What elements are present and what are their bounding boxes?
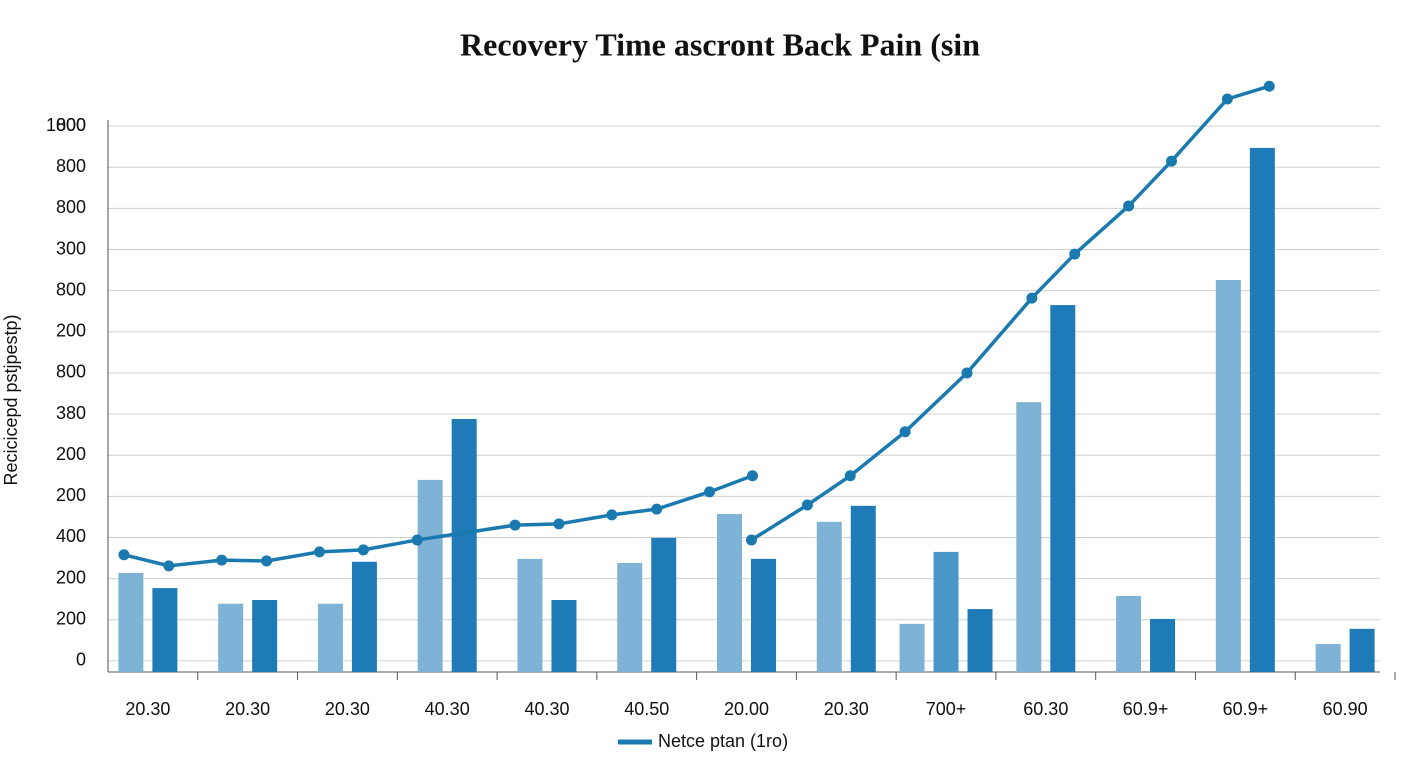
- y-tick-label: 200: [56, 321, 86, 341]
- line-point: [651, 503, 663, 515]
- y-tick-label: 200: [56, 609, 86, 629]
- line-point: [313, 546, 325, 558]
- bar: [218, 603, 244, 672]
- y-tick-label: 800: [56, 156, 86, 176]
- line-point: [1166, 155, 1178, 167]
- bar: [551, 600, 577, 672]
- bar: [899, 623, 925, 672]
- bar: [651, 537, 677, 672]
- x-tick-label: 20.00: [724, 699, 769, 719]
- bar: [967, 609, 993, 672]
- x-tick-label: 60.9+: [1223, 699, 1269, 719]
- line-point: [606, 509, 618, 521]
- line: [750, 84, 1270, 542]
- y-tick-label: 380: [56, 403, 86, 423]
- y-tick-label: 800: [56, 115, 86, 135]
- bar: [252, 600, 278, 672]
- line-point: [801, 499, 813, 511]
- x-tick-label: 20.30: [225, 699, 270, 719]
- y-tick-label: 400: [56, 526, 86, 546]
- line-point: [1263, 80, 1275, 92]
- y-tick-label: 800: [56, 279, 86, 299]
- bar: [1116, 595, 1142, 672]
- x-tick-label: 60.30: [1023, 699, 1068, 719]
- line-point: [1221, 93, 1233, 105]
- y-tick-label: 300: [56, 238, 86, 258]
- y-tick-label: 200: [56, 567, 86, 587]
- line-point: [118, 549, 130, 561]
- bar: [1016, 402, 1042, 672]
- line-point: [1026, 292, 1038, 304]
- line-point: [899, 426, 911, 438]
- y-tick-label: 200: [56, 444, 86, 464]
- bar: [1249, 147, 1275, 672]
- bar: [152, 588, 178, 672]
- bar: [717, 514, 742, 672]
- bar: [1050, 305, 1076, 672]
- line-point: [509, 519, 521, 531]
- x-tick-label: 60.90: [1323, 699, 1368, 719]
- line-point: [1123, 200, 1135, 212]
- bar: [1315, 644, 1341, 672]
- bar: [317, 603, 343, 672]
- y-tick-label: 800: [56, 362, 86, 382]
- y-tick-label: 1000: [46, 115, 86, 135]
- bar: [1215, 279, 1241, 672]
- bar: [451, 419, 477, 672]
- y-tick-label: 200: [56, 485, 86, 505]
- bar: [933, 551, 959, 672]
- line-point: [844, 470, 856, 482]
- x-tick-label: 60.9+: [1123, 699, 1169, 719]
- bar: [816, 521, 842, 672]
- x-tick-label: 20.30: [325, 699, 370, 719]
- bar: [751, 558, 776, 672]
- bar: [351, 561, 377, 672]
- bar: [517, 558, 543, 672]
- chart-title: Recovery Time ascront Back Pain (sin: [460, 26, 980, 62]
- x-tick-label: 40.30: [425, 699, 470, 719]
- bar: [118, 572, 144, 672]
- line-point: [216, 554, 228, 566]
- bar: [1349, 628, 1375, 672]
- y-tick-label: 800: [56, 197, 86, 217]
- line-point: [704, 486, 716, 498]
- bar: [417, 479, 443, 672]
- y-tick-label: 0: [76, 650, 86, 670]
- x-tick-label: 700+: [926, 699, 967, 719]
- line-point: [411, 534, 423, 546]
- line-point: [163, 560, 175, 572]
- x-tick-label: 20.30: [824, 699, 869, 719]
- line-point: [746, 470, 758, 482]
- line-point: [745, 534, 757, 546]
- x-tick-label: 20.30: [125, 699, 170, 719]
- x-tick-label: 40.30: [524, 699, 569, 719]
- bar: [850, 505, 876, 672]
- x-tick-label: 40.50: [624, 699, 669, 719]
- line-point: [357, 544, 369, 556]
- bar: [617, 562, 643, 672]
- line-point: [1069, 248, 1081, 260]
- legend-label: Netce ptan (1ro): [658, 731, 788, 751]
- line-point: [961, 367, 973, 379]
- bar: [1150, 618, 1176, 672]
- line-point: [553, 518, 565, 530]
- y-axis-label: Recicicepd pstjpestp): [1, 314, 21, 485]
- line-point: [261, 555, 273, 567]
